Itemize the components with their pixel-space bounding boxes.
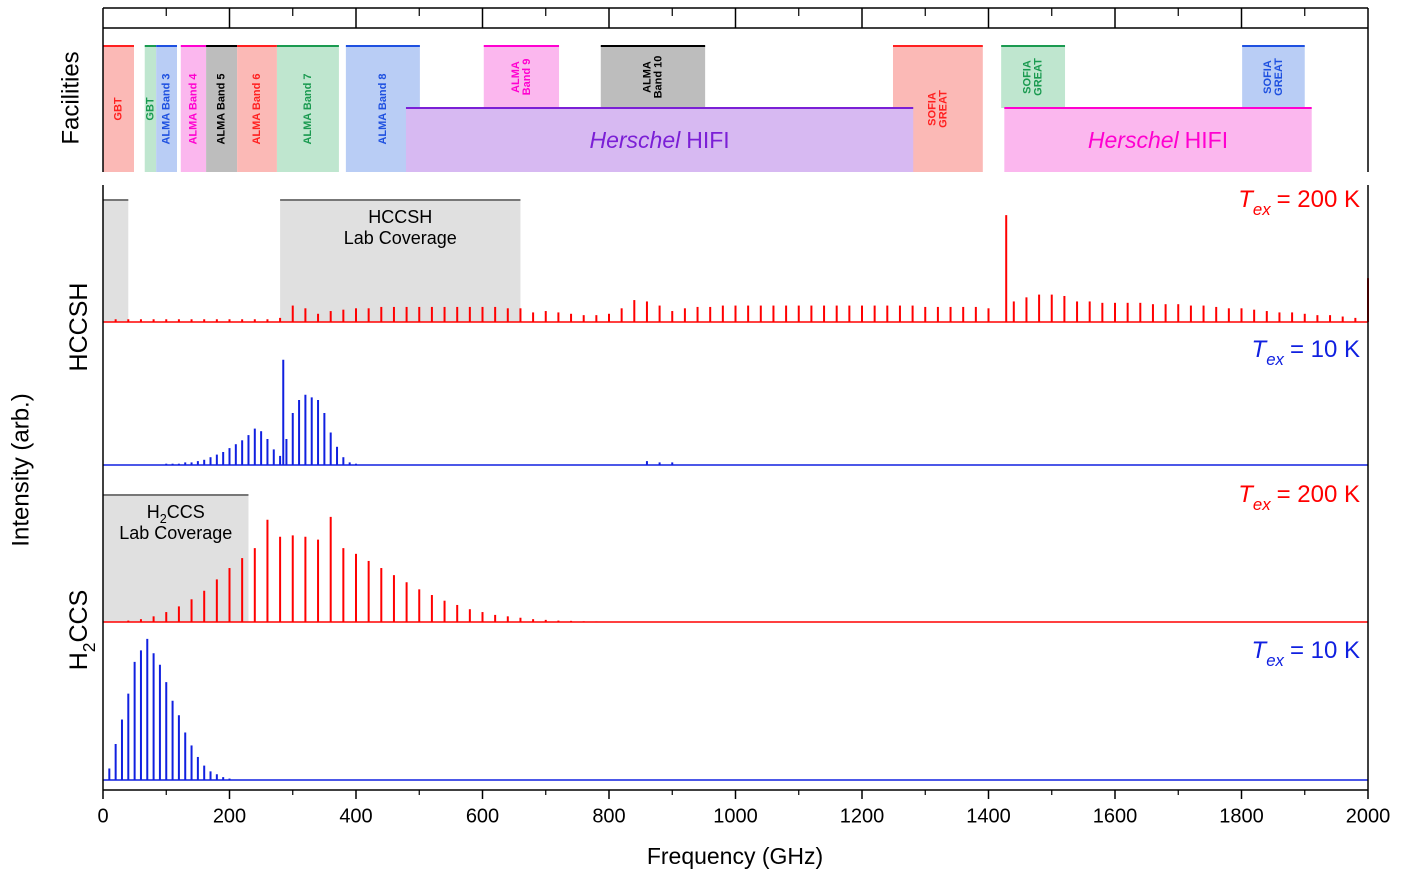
- facility-band: [103, 46, 134, 172]
- facility-label: ALMA Band 7: [302, 73, 314, 144]
- text-part: T: [1252, 336, 1269, 363]
- facility-label: ALMA Band 8: [377, 73, 389, 144]
- x-tick-label: 400: [339, 805, 372, 827]
- facility-label: Herschel HIFI: [589, 127, 729, 153]
- x-tick-label: 200: [213, 805, 246, 827]
- text-part: HIFI: [686, 127, 729, 153]
- molecule-label: HCCSH: [65, 283, 93, 372]
- text-part: = 200 K: [1277, 481, 1360, 508]
- facility-label: Herschel HIFI: [1088, 127, 1228, 153]
- facility-band: [206, 46, 238, 172]
- text-part: H: [65, 652, 93, 670]
- facility-label: Band 10: [652, 56, 664, 99]
- x-tick-label: 800: [592, 805, 625, 827]
- text-part: Lab Coverage: [344, 228, 457, 248]
- text-part: T: [1238, 186, 1255, 213]
- facility-label: ALMA Band 4: [187, 73, 199, 145]
- x-tick-label: 1600: [1093, 805, 1138, 827]
- text-part: CCS: [167, 502, 205, 522]
- facility-label: ALMA: [641, 61, 653, 93]
- facilities-label: Facilities: [57, 51, 84, 144]
- facility-band: [405, 108, 914, 172]
- lab-coverage: [280, 200, 521, 322]
- x-tick-label: 1200: [840, 805, 885, 827]
- facility-band: [1001, 46, 1066, 108]
- x-tick-label: 1800: [1219, 805, 1264, 827]
- text-part: 2: [79, 643, 99, 653]
- facility-band: [156, 46, 178, 172]
- text-part: Herschel: [1088, 127, 1180, 153]
- text-part: ex: [1266, 350, 1284, 369]
- facility-label: ALMA Band 5: [216, 73, 228, 144]
- text-part: Lab Coverage: [119, 523, 232, 543]
- facility-band: [180, 46, 207, 172]
- facility-label: ALMA Band 6: [251, 73, 263, 144]
- lab-coverage: [103, 495, 249, 622]
- lab-coverage: [103, 200, 129, 322]
- lab-coverage-label: Lab Coverage: [119, 523, 232, 543]
- text-part: 2: [160, 512, 167, 526]
- text-part: = 10 K: [1290, 637, 1360, 664]
- text-part: Herschel: [589, 127, 681, 153]
- text-part: HCCSH: [368, 207, 432, 227]
- temperature-label: Tex = 200 K: [1238, 481, 1360, 514]
- text-part: T: [1252, 637, 1269, 664]
- x-tick-label: 0: [97, 805, 108, 827]
- temperature-label: Tex = 10 K: [1252, 637, 1360, 670]
- text-part: HIFI: [1185, 127, 1228, 153]
- text-part: H: [147, 502, 160, 522]
- facility-label: GREAT: [1032, 58, 1044, 96]
- facility-label: GBT: [112, 97, 124, 121]
- y-axis-label: Intensity (arb.): [7, 393, 34, 546]
- text-part: T: [1238, 481, 1255, 508]
- molecule-label: H2CCS: [65, 590, 99, 671]
- x-tick-label: 1000: [713, 805, 758, 827]
- facility-label: ALMA: [510, 61, 522, 93]
- facility-label: SOFIA: [1262, 60, 1274, 94]
- facility-label: Band 9: [521, 59, 533, 96]
- text-part: ex: [1266, 651, 1284, 670]
- x-tick-label: 1400: [966, 805, 1011, 827]
- facility-band: [276, 46, 339, 172]
- facility-band: [600, 46, 706, 108]
- x-axis-label: Frequency (GHz): [647, 843, 823, 869]
- text-part: = 10 K: [1290, 336, 1360, 363]
- text-part: ex: [1253, 495, 1271, 514]
- text-part: CCS: [65, 590, 93, 643]
- facility-label: SOFIA: [926, 92, 938, 126]
- x-tick-label: 2000: [1346, 805, 1391, 827]
- lab-coverage-label: Lab Coverage: [344, 228, 457, 248]
- lab-coverage-label: HCCSH: [368, 207, 432, 227]
- facility-band: [144, 46, 157, 172]
- text-part: HCCSH: [65, 283, 93, 372]
- facility-label: ALMA Band 3: [160, 73, 172, 144]
- facility-label: GREAT: [1273, 58, 1285, 96]
- facility-band: [483, 46, 560, 108]
- facility-label: SOFIA: [1021, 60, 1033, 94]
- temperature-label: Tex = 10 K: [1252, 336, 1360, 369]
- text-part: = 200 K: [1277, 186, 1360, 213]
- text-part: ex: [1253, 200, 1271, 219]
- facility-label: GREAT: [937, 90, 949, 128]
- temperature-label: Tex = 200 K: [1238, 186, 1360, 219]
- facility-label: GBT: [144, 97, 156, 121]
- x-tick-label: 600: [466, 805, 499, 827]
- lab-coverage-label: H2CCS: [147, 502, 205, 527]
- facility-band: [1242, 46, 1305, 108]
- facility-band: [1004, 108, 1312, 172]
- facility-band: [237, 46, 277, 172]
